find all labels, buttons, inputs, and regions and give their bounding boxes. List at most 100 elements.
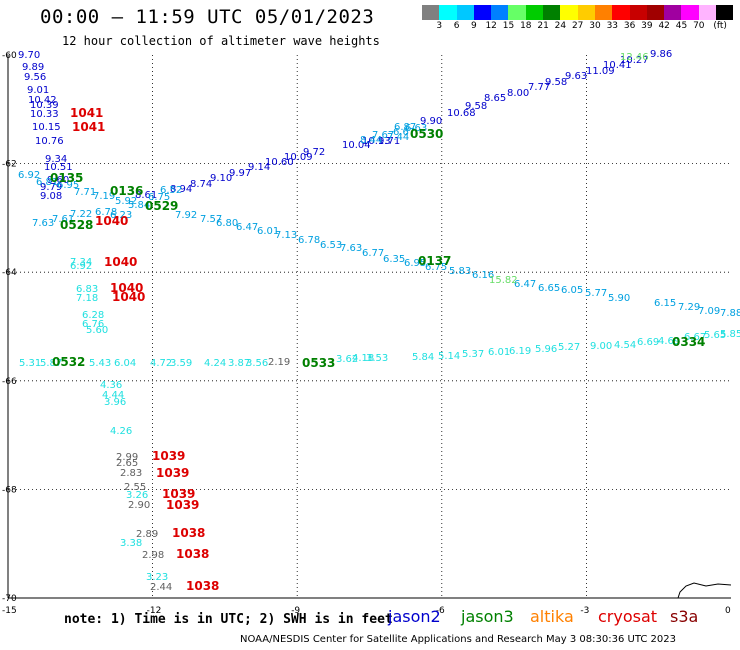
swh-label-blue: 10.15 <box>32 122 61 133</box>
pass-time-label: 1038 <box>176 547 209 561</box>
swh-label-cyan: 4.18 <box>352 353 374 364</box>
pass-time-label: 1038 <box>172 526 205 540</box>
swh-label-cyan: 4.69 <box>658 336 680 347</box>
y-tick-label: -66 <box>2 377 17 387</box>
color-swatch <box>439 5 457 20</box>
swh-label-cyan: 6.81 <box>36 177 58 188</box>
y-tick-label: -62 <box>2 160 17 170</box>
swh-label-cyan: 5.90 <box>608 293 630 304</box>
pass-time-label: 0528 <box>60 218 93 232</box>
pass-time-label: 0135 <box>50 171 83 185</box>
color-scale-label: (ft) <box>713 21 727 31</box>
swh-label-blue: 7.77 <box>528 82 550 93</box>
swh-label-gray: 2.44 <box>150 582 172 593</box>
page-subtitle: 12 hour collection of altimeter wave hei… <box>62 34 380 48</box>
pass-time-label: 0533 <box>302 356 335 370</box>
swh-label-cyan: 7.22 <box>70 209 92 220</box>
swh-label-cyan: 5.43 <box>89 358 111 369</box>
swh-label-cyan: 5.96 <box>535 344 557 355</box>
color-scale-label: 42 <box>658 21 670 31</box>
swh-label-cyan: 8.44 <box>360 135 382 146</box>
swh-label-cyan: 7.29 <box>678 302 700 313</box>
swh-label-cyan: 6.15 <box>654 298 676 309</box>
color-swatch <box>543 5 561 20</box>
swh-label-cyan: 3.38 <box>120 538 142 549</box>
swh-label-cyan: 6.75 <box>425 262 447 273</box>
color-swatch <box>646 5 665 20</box>
swh-label-cyan: 7.57 <box>200 214 222 225</box>
swh-label-cyan: 3.53 <box>366 353 388 364</box>
color-scale-label: 3 <box>436 21 443 31</box>
swh-label-cyan: 4.54 <box>614 340 636 351</box>
pass-time-label: 0136 <box>110 184 143 198</box>
swh-label-cyan: 6.01 <box>488 347 510 358</box>
swh-label-cyan: 3.87 <box>228 358 250 369</box>
swh-label-gray: 2.83 <box>120 468 142 479</box>
swh-label-cyan: 7.67 <box>372 130 394 141</box>
pass-time-label: 0334 <box>672 335 705 349</box>
swh-label-cyan: 7.09 <box>698 306 720 317</box>
color-scale-bar <box>422 5 734 20</box>
swh-label-cyan: 4.24 <box>204 358 226 369</box>
swh-label-blue: 10.41 <box>603 60 632 71</box>
color-scale-label: 39 <box>641 21 653 31</box>
note-text: note: 1) Time is in UTC; 2) SWH is in fe… <box>64 612 393 627</box>
swh-label-blue: 9.14 <box>248 162 270 173</box>
swh-label-blue: 10.68 <box>447 108 476 119</box>
swh-label-cyan: 3.23 <box>146 572 168 583</box>
swh-label-gray: 2.89 <box>136 529 158 540</box>
pass-time-label: 1039 <box>152 449 185 463</box>
swh-label-cyan: 4.44 <box>102 390 124 401</box>
swh-label-blue: 8.61 <box>135 190 157 201</box>
swh-label-cyan: 6.75 <box>148 192 170 203</box>
color-swatch <box>577 5 595 20</box>
swh-label-blue: 9.90 <box>420 116 442 127</box>
swh-label-cyan: 7.34 <box>70 257 92 268</box>
swh-label-cyan: 5.77 <box>585 288 607 299</box>
axis-ticks: -15 -12 -9 -6 -3 0 -60 -62 -64 -66 -68 -70 <box>2 51 731 616</box>
coastline-outline <box>677 582 732 599</box>
swh-label-cyan: 7.44 <box>387 132 409 143</box>
swh-label-blue: 8.94 <box>170 184 192 195</box>
swh-label-blue: 9.01 <box>27 85 49 96</box>
swh-label-cyan: 7.19 <box>93 191 115 202</box>
swh-label-cyan: 5.83 <box>449 266 471 277</box>
color-scale-label: 27 <box>571 21 584 31</box>
swh-label-cyan: 6.76 <box>82 319 104 330</box>
swh-label-blue: 9.63 <box>565 71 587 82</box>
pass-time-label: 1040 <box>112 290 145 304</box>
swh-label-cyan: 3.59 <box>170 358 192 369</box>
color-scale-label: 36 <box>623 21 636 31</box>
swh-label-cyan: 6.80 <box>216 218 238 229</box>
swh-label-gray: 2.99 <box>116 452 138 463</box>
color-scale-label: 9 <box>471 21 477 31</box>
swh-label-blue: 10.33 <box>30 109 59 120</box>
swh-label-cyan: 7.92 <box>175 210 197 221</box>
legend-cryosat: cryosat <box>598 607 658 626</box>
pass-time-label: 0532 <box>52 355 85 369</box>
pass-time-label: 1041 <box>72 120 105 134</box>
swh-label-blue: 10.04 <box>342 140 371 151</box>
swh-label-cyan: 3.26 <box>126 490 148 501</box>
swh-label-blue: 10.76 <box>35 136 64 147</box>
swh-label-cyan: 7.18 <box>76 293 98 304</box>
swh-label-blue: 9.86 <box>650 49 672 60</box>
swh-label-cyan: 7.61 <box>52 214 74 225</box>
swh-label-cyan: 6.65 <box>538 283 560 294</box>
x-tick-label: -15 <box>2 606 17 616</box>
swh-label-blue: 9.58 <box>545 77 567 88</box>
pass-time-label: 1040 <box>95 214 128 228</box>
color-swatch <box>594 5 613 20</box>
swh-label-cyan: 6.47 <box>514 279 536 290</box>
swh-label-cyan: 4.72 <box>150 358 172 369</box>
swh-label-cyan: 4.26 <box>110 426 132 437</box>
swh-label-blue: 9.89 <box>22 62 44 73</box>
swh-label-cyan: 6.16 <box>472 270 494 281</box>
swh-label-cyan: 6.83 <box>76 284 98 295</box>
swh-label-gray: 2.55 <box>124 482 146 493</box>
swh-label-cyan: 6.95 <box>57 180 79 191</box>
swh-label-blue: 9.56 <box>24 72 46 83</box>
swh-label-cyan: 3.62 <box>336 354 358 365</box>
swh-label-blue: 10.13 <box>362 136 391 147</box>
pass-time-label: 0530 <box>410 127 443 141</box>
